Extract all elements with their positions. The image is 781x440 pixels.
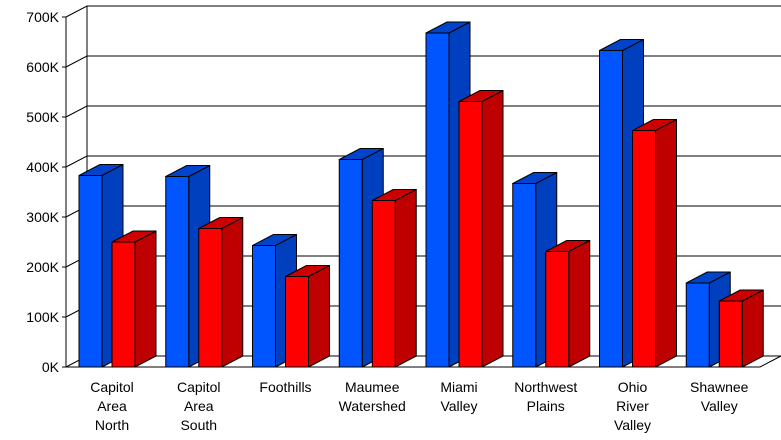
- bar: [458, 90, 504, 368]
- x-tick-label-line: Capitol: [177, 379, 221, 395]
- bar-front-face: [198, 228, 223, 368]
- y-tick-label: 500K: [26, 109, 59, 125]
- x-tick-label-line: North: [95, 417, 129, 433]
- floor-right-edge: [759, 355, 781, 368]
- x-tick-label: Miami Valley: [440, 379, 477, 414]
- x-tick-label-line: Valley: [701, 398, 738, 414]
- y-tick-label: 300K: [26, 209, 59, 225]
- y-tick-label: 0K: [42, 359, 60, 375]
- bar-side-face: [394, 189, 417, 368]
- x-tick-label-line: Shawnee: [690, 379, 749, 395]
- x-tick-label: Shawnee Valley: [690, 379, 749, 414]
- x-tick-label-line: Northwest: [514, 379, 577, 395]
- bar-front-face: [78, 175, 103, 368]
- y-tick-label: 200K: [26, 259, 59, 275]
- y-tick-label: 600K: [26, 59, 59, 75]
- bar-side-face: [308, 265, 330, 368]
- x-tick-label: Capitol Area North: [90, 379, 134, 433]
- x-tick-label-line: Area: [184, 398, 214, 414]
- bar-front-face: [718, 300, 743, 368]
- y-tick-label: 400K: [26, 159, 59, 175]
- x-tick-label: Northwest Plains: [514, 379, 577, 414]
- x-tick-label-line: Miami: [440, 379, 477, 395]
- bar-front-face: [338, 159, 363, 368]
- gridline: [65, 105, 781, 118]
- bar: [545, 240, 591, 368]
- label-layer: 0K 100K 200K 300K 400K 500K 600K 700K Capitol Are…: [26, 9, 748, 433]
- y-tick-label: 100K: [26, 309, 59, 325]
- x-tick-label-line: Foothills: [259, 379, 311, 395]
- bar-front-face: [425, 32, 450, 368]
- x-tick-label: Ohio River Valley: [614, 379, 651, 433]
- x-tick-label-line: Maumee: [345, 379, 400, 395]
- bar: [371, 189, 417, 368]
- bar-front-face: [165, 176, 190, 368]
- bar-front-face: [599, 50, 623, 368]
- gridline: [65, 5, 781, 18]
- x-tick-label-line: Watershed: [339, 398, 406, 414]
- x-tick-label-line: River: [616, 398, 649, 414]
- x-tick-label-line: Plains: [527, 398, 565, 414]
- gridline: [65, 55, 781, 68]
- bar: [198, 217, 244, 368]
- bar-front-face: [685, 282, 710, 368]
- bar-side-face: [481, 90, 504, 368]
- y-tick-label: 700K: [26, 9, 59, 25]
- bar-front-face: [458, 101, 483, 368]
- bar: [111, 230, 157, 368]
- bar-front-face: [512, 183, 537, 368]
- bar-front-face: [285, 276, 309, 368]
- bar-side-face: [655, 119, 677, 368]
- bar-layer: [78, 21, 764, 368]
- x-tick-label: Capitol Area South: [177, 379, 221, 433]
- x-tick-label-line: Valley: [614, 417, 651, 433]
- bar: [285, 265, 330, 368]
- bar-front-face: [545, 251, 570, 368]
- bar-side-face: [134, 230, 157, 368]
- bar: [632, 119, 677, 368]
- bar-front-face: [632, 130, 656, 368]
- x-tick-label: Maumee Watershed: [339, 379, 406, 414]
- x-tick-label-line: Capitol: [90, 379, 134, 395]
- bar-side-face: [741, 289, 764, 368]
- x-tick-label-line: South: [180, 417, 217, 433]
- x-tick-label: Foothills: [259, 379, 311, 395]
- bar: [718, 289, 764, 368]
- bar-side-face: [221, 217, 244, 368]
- bar-front-face: [371, 200, 396, 368]
- x-tick-label-line: Valley: [440, 398, 477, 414]
- x-tick-label-line: Ohio: [618, 379, 648, 395]
- bar-front-face: [252, 245, 276, 368]
- bar-front-face: [111, 241, 136, 368]
- x-tick-label-line: Area: [97, 398, 127, 414]
- bar-side-face: [568, 240, 591, 368]
